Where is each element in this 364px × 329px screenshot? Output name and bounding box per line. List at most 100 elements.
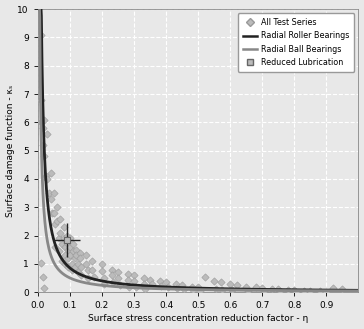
Point: [60, 224, 66, 230]
Point: [276, 287, 281, 292]
Point: [229, 288, 235, 293]
Point: [260, 285, 265, 291]
Point: [38, 120, 44, 125]
Point: [131, 278, 137, 284]
Point: [141, 281, 147, 286]
Point: [59, 259, 65, 264]
Point: [50, 210, 55, 215]
Point: [74, 253, 79, 258]
Point: [109, 267, 115, 272]
Point: [174, 285, 180, 291]
Point: [330, 285, 336, 291]
Point: [54, 219, 60, 224]
Point: [101, 275, 107, 281]
Point: [125, 271, 131, 276]
Point: [72, 264, 78, 269]
Point: [165, 285, 171, 290]
Point: [64, 233, 70, 238]
Point: [147, 277, 153, 282]
Point: [90, 267, 95, 272]
X-axis label: Surface stress concentration reduction factor - η: Surface stress concentration reduction f…: [88, 315, 308, 323]
Point: [48, 171, 54, 176]
Point: [48, 196, 54, 201]
Point: [99, 268, 105, 274]
Point: [52, 222, 58, 227]
Point: [58, 230, 63, 236]
Point: [85, 267, 91, 272]
Point: [38, 97, 44, 102]
Point: [77, 250, 83, 255]
Point: [51, 210, 57, 215]
Point: [308, 289, 313, 294]
Point: [46, 190, 52, 196]
Point: [245, 288, 251, 293]
Point: [70, 241, 76, 247]
Point: [74, 247, 79, 252]
Point: [292, 288, 297, 293]
Point: [40, 274, 46, 279]
Point: [68, 261, 74, 266]
Point: [218, 280, 223, 285]
Point: [67, 236, 73, 241]
Point: [85, 275, 91, 281]
Point: [38, 32, 44, 37]
Point: [301, 288, 307, 293]
Point: [75, 270, 81, 275]
Point: [83, 253, 89, 258]
Point: [43, 173, 49, 179]
Point: [117, 283, 123, 288]
Point: [91, 274, 97, 279]
Point: [41, 285, 47, 291]
Point: [133, 285, 139, 290]
Point: [72, 256, 78, 261]
Point: [243, 284, 249, 289]
Point: [227, 281, 233, 286]
Point: [317, 289, 323, 294]
Point: [115, 270, 121, 275]
Point: [269, 286, 275, 291]
Point: [66, 247, 71, 252]
Point: [41, 154, 47, 159]
Point: [101, 281, 107, 286]
Point: [75, 261, 81, 266]
Point: [141, 275, 147, 281]
Point: [202, 274, 207, 279]
Point: [340, 287, 345, 292]
Point: [125, 277, 131, 282]
Point: [213, 287, 219, 292]
Point: [149, 282, 155, 287]
Point: [90, 259, 95, 264]
Point: [253, 285, 259, 290]
Point: [38, 260, 44, 265]
Point: [40, 125, 46, 131]
Point: [62, 253, 68, 258]
Point: [40, 142, 46, 148]
Point: [78, 273, 84, 278]
Point: [56, 248, 62, 254]
Point: [60, 236, 66, 241]
Point: [219, 287, 225, 292]
Point: [157, 278, 163, 284]
Point: [181, 286, 187, 291]
Point: [277, 289, 283, 294]
Point: [197, 288, 203, 293]
Point: [190, 287, 196, 292]
Point: [109, 273, 115, 278]
Y-axis label: Surface damage function - κₛ: Surface damage function - κₛ: [5, 85, 15, 217]
Point: [131, 273, 137, 278]
Point: [59, 241, 65, 247]
Point: [78, 264, 84, 269]
Point: [44, 176, 50, 182]
Point: [126, 284, 132, 289]
Point: [66, 264, 71, 269]
Point: [158, 283, 164, 289]
Point: [77, 256, 83, 261]
Point: [324, 289, 329, 294]
Point: [68, 267, 74, 272]
Point: [163, 280, 169, 285]
Point: [195, 285, 201, 290]
Point: [211, 278, 217, 284]
Point: [189, 284, 195, 289]
Point: [179, 283, 185, 288]
Point: [62, 244, 68, 250]
